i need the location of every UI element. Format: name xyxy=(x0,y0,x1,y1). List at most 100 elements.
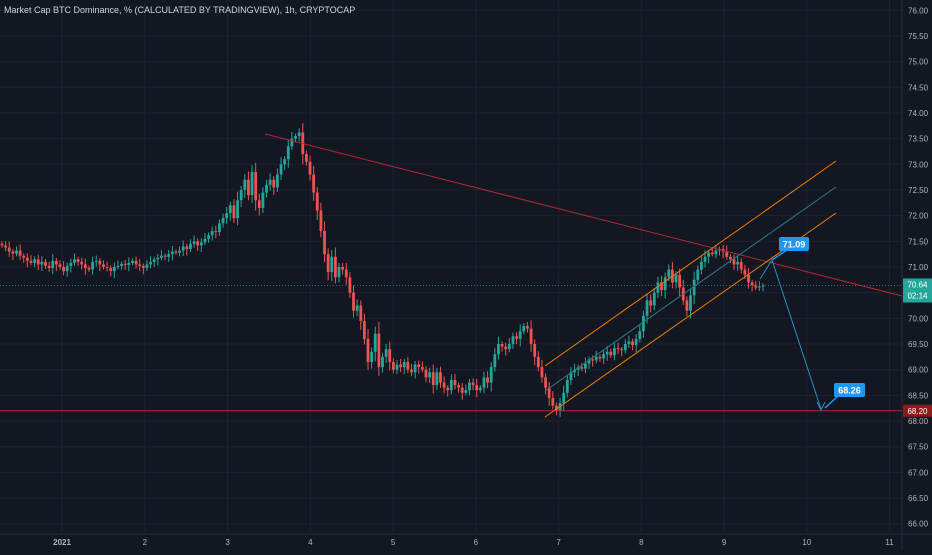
projection-arrowhead xyxy=(816,401,826,412)
candle-body xyxy=(174,251,178,253)
candle-body xyxy=(250,172,254,196)
candle-body xyxy=(29,260,33,263)
y-tick-label: 73.50 xyxy=(908,135,929,144)
candle-body xyxy=(156,257,160,260)
candle-body xyxy=(652,292,656,306)
candle-body xyxy=(218,223,221,233)
candle-body xyxy=(257,200,261,208)
candle-body xyxy=(569,372,573,380)
candle-body xyxy=(638,331,642,339)
y-tick-label: 70.00 xyxy=(908,314,929,323)
candle-body xyxy=(279,164,283,175)
candle-body xyxy=(170,251,174,255)
candle-body xyxy=(587,359,591,364)
candle-body xyxy=(33,259,37,263)
channel-middle xyxy=(544,186,837,392)
candle-body xyxy=(290,138,294,147)
candle-body xyxy=(413,364,417,373)
candle-body xyxy=(685,300,689,311)
candle-body xyxy=(239,189,243,201)
candle-body xyxy=(449,379,453,391)
x-tick-label: 5 xyxy=(391,538,396,547)
candle-body xyxy=(620,349,624,351)
candle-body xyxy=(236,200,239,219)
candle-body xyxy=(109,268,113,272)
candle-body xyxy=(645,300,649,316)
time-axis[interactable]: 2021 2 3 4 5 6 7 8 9 10 11 xyxy=(0,533,932,547)
candle-body xyxy=(370,351,374,362)
x-tick-label: 8 xyxy=(639,538,644,547)
candle-body xyxy=(0,243,4,246)
candle-body xyxy=(435,372,439,386)
candle-body xyxy=(83,264,87,269)
y-tick-label: 67.50 xyxy=(908,443,929,452)
candle-body xyxy=(308,161,312,175)
candle-body xyxy=(714,250,718,255)
target-2-label-box xyxy=(834,383,865,397)
candle-body xyxy=(116,265,120,267)
candle-body xyxy=(464,390,468,393)
candle-body xyxy=(489,367,493,383)
y-tick-label: 72.00 xyxy=(908,212,929,221)
x-tick-label: 9 xyxy=(722,538,727,547)
candle-body xyxy=(728,256,732,260)
candle-body xyxy=(562,392,566,404)
candle-body xyxy=(707,252,711,257)
candle-body xyxy=(352,292,355,311)
candle-body xyxy=(11,251,15,254)
y-tick-label: 72.50 xyxy=(908,186,929,195)
x-tick-label: 2021 xyxy=(53,538,71,547)
candle-body xyxy=(145,264,149,269)
candle-body xyxy=(203,238,207,243)
candle-body xyxy=(602,354,605,359)
candle-body xyxy=(478,387,482,391)
price-axis[interactable]: 76.00 75.50 75.00 74.50 74.00 73.50 73.00 72.50… xyxy=(901,0,929,550)
countdown-text: 02:14 xyxy=(907,291,928,300)
candle-body xyxy=(94,260,98,262)
candle-body xyxy=(736,261,740,265)
candle-body xyxy=(138,264,142,266)
candle-body xyxy=(747,274,750,283)
candle-body xyxy=(446,387,450,391)
candle-body xyxy=(710,252,714,255)
candle-body xyxy=(80,261,84,265)
candle-body xyxy=(739,261,743,270)
candle-body xyxy=(276,174,279,188)
candle-body xyxy=(692,279,696,296)
candle-body xyxy=(232,205,236,219)
candle-body xyxy=(286,146,290,160)
candle-body xyxy=(547,387,551,398)
candle-body xyxy=(185,246,189,250)
candle-body xyxy=(442,382,446,388)
candle-body xyxy=(355,305,359,311)
price-tags: 68.20 70.64 02:14 xyxy=(903,278,932,417)
candle-body xyxy=(660,282,663,291)
support-price-tag-text: 68.20 xyxy=(907,407,928,416)
candle-body xyxy=(656,282,660,293)
candle-body xyxy=(663,277,667,291)
candle-body xyxy=(761,285,765,287)
y-tick-label: 69.00 xyxy=(908,366,929,375)
candle-body xyxy=(40,261,44,265)
candle-body xyxy=(457,385,460,388)
candle-body xyxy=(540,367,544,378)
candle-body xyxy=(265,184,268,193)
target-1-label-box xyxy=(779,237,809,251)
candle-body xyxy=(131,260,134,263)
candle-body xyxy=(609,351,613,356)
x-tick-label: 3 xyxy=(225,538,230,547)
candle-body xyxy=(417,364,421,368)
candle-body xyxy=(689,295,692,311)
candle-body xyxy=(98,260,102,265)
candle-body xyxy=(377,333,381,368)
candle-body xyxy=(439,372,442,383)
candle-body xyxy=(504,346,508,350)
candle-body xyxy=(167,254,171,257)
candle-body xyxy=(341,267,345,270)
support-price-tag xyxy=(903,404,932,417)
candle-body xyxy=(149,261,152,265)
candle-body xyxy=(141,265,145,269)
